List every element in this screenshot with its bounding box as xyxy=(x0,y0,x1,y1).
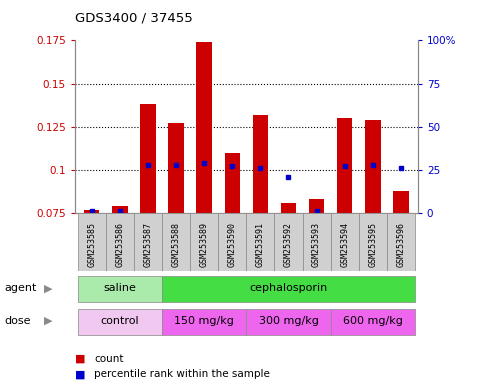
Bar xyxy=(84,210,99,213)
Bar xyxy=(78,213,106,271)
Bar xyxy=(331,213,359,271)
Bar xyxy=(106,213,134,271)
Bar xyxy=(281,203,296,213)
Text: GSM253586: GSM253586 xyxy=(115,222,124,267)
Bar xyxy=(309,199,324,213)
Bar xyxy=(393,191,409,213)
Bar xyxy=(246,213,274,271)
Text: ■: ■ xyxy=(75,354,85,364)
Text: GSM253588: GSM253588 xyxy=(171,222,181,267)
Text: dose: dose xyxy=(5,316,31,326)
Text: saline: saline xyxy=(103,283,136,293)
Text: count: count xyxy=(94,354,124,364)
Text: ▶: ▶ xyxy=(43,283,52,293)
Text: ▶: ▶ xyxy=(43,316,52,326)
Text: GSM253590: GSM253590 xyxy=(228,222,237,267)
Bar xyxy=(365,120,381,213)
Bar xyxy=(331,309,415,334)
Bar xyxy=(162,276,415,302)
Bar xyxy=(197,42,212,213)
Text: GSM253595: GSM253595 xyxy=(369,222,377,267)
Bar xyxy=(246,309,331,334)
Text: 150 mg/kg: 150 mg/kg xyxy=(174,316,234,326)
Text: GSM253587: GSM253587 xyxy=(143,222,153,267)
Bar xyxy=(274,213,302,271)
Text: GSM253589: GSM253589 xyxy=(199,222,209,267)
Text: control: control xyxy=(100,316,139,326)
Text: ■: ■ xyxy=(75,369,85,379)
Bar xyxy=(337,118,353,213)
Text: 600 mg/kg: 600 mg/kg xyxy=(343,316,403,326)
Text: 300 mg/kg: 300 mg/kg xyxy=(258,316,318,326)
Bar xyxy=(225,153,240,213)
Text: GSM253596: GSM253596 xyxy=(397,222,405,267)
Bar xyxy=(218,213,246,271)
Bar xyxy=(78,276,162,302)
Text: GSM253585: GSM253585 xyxy=(87,222,96,267)
Text: GSM253594: GSM253594 xyxy=(340,222,349,267)
Bar xyxy=(190,213,218,271)
Text: percentile rank within the sample: percentile rank within the sample xyxy=(94,369,270,379)
Bar xyxy=(302,213,331,271)
Text: agent: agent xyxy=(5,283,37,293)
Text: GDS3400 / 37455: GDS3400 / 37455 xyxy=(75,12,193,25)
Text: GSM253593: GSM253593 xyxy=(312,222,321,267)
Bar xyxy=(112,206,128,213)
Bar xyxy=(359,213,387,271)
Text: cephalosporin: cephalosporin xyxy=(249,283,327,293)
Bar xyxy=(140,104,156,213)
Text: GSM253591: GSM253591 xyxy=(256,222,265,267)
Bar xyxy=(253,115,268,213)
Bar xyxy=(169,123,184,213)
Bar xyxy=(162,309,246,334)
Bar xyxy=(162,213,190,271)
Text: GSM253592: GSM253592 xyxy=(284,222,293,267)
Bar xyxy=(78,309,162,334)
Bar xyxy=(134,213,162,271)
Bar xyxy=(387,213,415,271)
